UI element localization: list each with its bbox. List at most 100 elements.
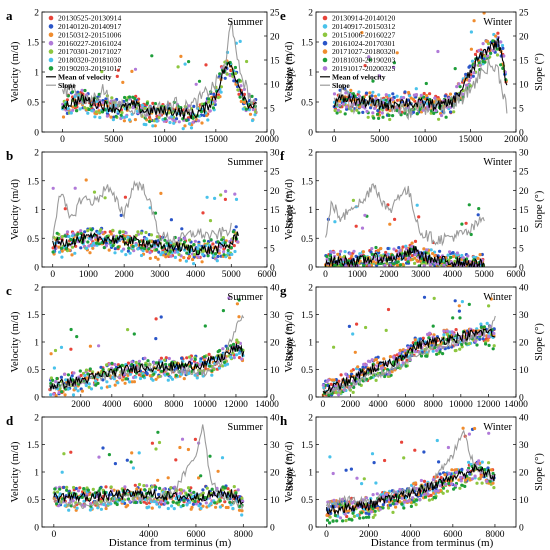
data-point	[376, 109, 380, 113]
data-point	[333, 220, 337, 224]
y-right-axis-label: Slope (°)	[285, 190, 296, 228]
data-point	[226, 487, 230, 491]
data-point	[336, 252, 340, 256]
y-axis-label: Velocity (m/d)	[10, 41, 21, 102]
data-point	[145, 101, 149, 105]
x-tick-label: 6000	[507, 270, 526, 280]
data-point	[129, 460, 133, 464]
data-point	[115, 74, 119, 78]
data-point	[467, 342, 471, 346]
data-point	[173, 255, 177, 259]
data-point	[197, 504, 201, 508]
legend-e: 20130914-2014012020140917-20150312201510…	[320, 14, 395, 90]
data-point	[397, 257, 401, 261]
data-point	[132, 332, 136, 336]
data-point	[399, 263, 403, 267]
data-point	[344, 372, 348, 376]
plot-area-e	[332, 3, 508, 122]
data-point	[176, 65, 180, 69]
data-point	[174, 117, 179, 121]
data-point	[422, 264, 426, 267]
mean-velocity-line-f	[324, 245, 485, 267]
data-point	[346, 259, 351, 263]
data-point	[65, 485, 69, 489]
data-point	[357, 111, 361, 115]
data-point	[185, 251, 189, 255]
data-point	[96, 231, 100, 235]
data-point	[328, 521, 332, 525]
data-point	[400, 440, 404, 444]
x-tick-label: 0	[321, 400, 326, 410]
data-point	[197, 476, 201, 480]
legend-entry: 20140917-20150312	[332, 22, 395, 31]
data-point	[229, 503, 233, 507]
data-point	[121, 499, 125, 503]
data-point	[467, 432, 471, 436]
data-point	[169, 254, 173, 258]
data-point	[113, 383, 117, 387]
data-point	[160, 369, 164, 373]
panel-label: d	[6, 413, 14, 428]
data-point	[410, 244, 414, 249]
data-point	[369, 510, 373, 514]
data-point	[232, 485, 236, 489]
data-point	[374, 258, 378, 262]
data-point	[72, 485, 76, 490]
data-point	[482, 57, 486, 61]
data-point	[101, 368, 105, 372]
data-point	[87, 244, 91, 248]
data-point	[209, 238, 213, 242]
data-point	[448, 250, 452, 254]
data-point	[371, 515, 375, 520]
data-point	[352, 514, 356, 519]
data-point	[225, 362, 230, 366]
data-point	[409, 344, 413, 348]
data-point	[398, 487, 402, 492]
y-right-tick-label: 0	[270, 524, 275, 534]
data-point	[113, 362, 117, 367]
data-point	[461, 426, 465, 430]
data-point	[98, 111, 102, 115]
data-point	[71, 105, 75, 109]
data-point	[80, 88, 84, 92]
data-point	[391, 92, 395, 96]
data-point	[104, 97, 108, 101]
data-point	[142, 484, 146, 488]
data-point	[77, 382, 81, 386]
data-point	[452, 110, 456, 114]
data-point	[51, 246, 55, 250]
data-point	[59, 375, 64, 379]
x-tick-label: 0	[51, 530, 56, 540]
data-point	[233, 192, 237, 196]
data-point	[125, 458, 129, 462]
data-point	[448, 92, 453, 96]
data-point	[433, 346, 437, 350]
data-point	[232, 79, 236, 83]
data-point	[431, 335, 435, 339]
data-point	[239, 99, 243, 104]
data-point	[227, 296, 231, 300]
data-point	[210, 373, 214, 377]
data-point	[345, 514, 349, 519]
data-point	[411, 496, 415, 500]
data-point	[147, 247, 151, 251]
data-point	[104, 244, 108, 248]
data-point	[499, 3, 502, 6]
data-point	[392, 65, 396, 69]
data-point	[228, 500, 232, 504]
y-tick-label: 1	[308, 469, 313, 479]
legend-entry-mean: Mean of velocity	[58, 72, 112, 81]
data-point	[83, 88, 87, 93]
data-point	[382, 357, 386, 361]
data-point	[439, 476, 443, 480]
series-d-6	[53, 451, 244, 517]
data-point	[73, 251, 77, 255]
x-tick-label: 3000	[150, 270, 169, 280]
data-point	[53, 487, 57, 491]
data-point	[217, 251, 221, 255]
data-point	[455, 85, 459, 89]
data-point	[107, 453, 111, 457]
data-point	[364, 511, 368, 515]
data-point	[105, 385, 109, 389]
data-point	[369, 106, 373, 110]
